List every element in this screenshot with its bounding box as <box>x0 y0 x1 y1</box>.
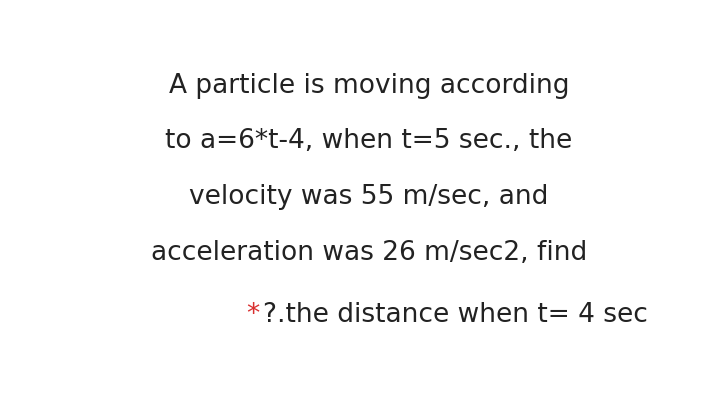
Text: ?.the distance when t= 4 sec: ?.the distance when t= 4 sec <box>264 302 648 328</box>
Text: velocity was 55 m/sec, and: velocity was 55 m/sec, and <box>189 184 549 210</box>
Text: acceleration was 26 m/sec2, find: acceleration was 26 m/sec2, find <box>151 240 587 266</box>
Text: to a=6*t-4, when t=5 sec., the: to a=6*t-4, when t=5 sec., the <box>166 129 572 154</box>
Text: *: * <box>247 302 269 328</box>
Text: A particle is moving according: A particle is moving according <box>168 73 570 99</box>
